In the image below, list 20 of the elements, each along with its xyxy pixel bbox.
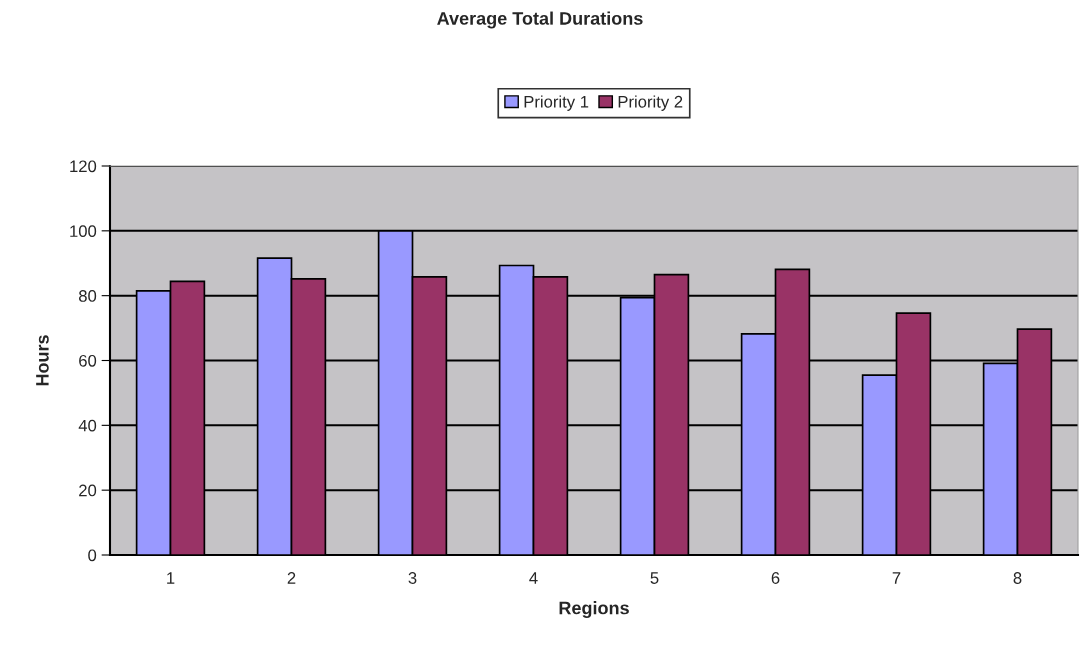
legend-label: Priority 2: [618, 95, 683, 111]
legend-label: Priority 1: [524, 95, 589, 111]
y-tick-label: 20: [79, 484, 97, 497]
chart-title: Average Total Durations: [437, 11, 643, 29]
x-tick-label: 6: [771, 572, 780, 584]
x-tick-label: 4: [529, 572, 538, 584]
x-tick-label: 2: [287, 572, 296, 584]
x-tick-label: 1: [167, 572, 175, 584]
x-tick-label: 7: [892, 572, 901, 584]
y-tick-label: 120: [70, 160, 97, 173]
x-tick-label: 8: [1013, 572, 1022, 584]
x-tick-label: 5: [650, 572, 659, 584]
x-tick-label: 3: [408, 572, 417, 584]
y-axis-title: Hours: [36, 335, 49, 386]
y-tick-label: 40: [78, 419, 97, 432]
y-tick-label: 0: [88, 549, 97, 562]
x-axis-title: Regions: [559, 601, 629, 618]
y-tick-label: 80: [78, 290, 97, 302]
y-tick-label: 60: [79, 354, 97, 367]
y-tick-label: 100: [70, 225, 97, 238]
